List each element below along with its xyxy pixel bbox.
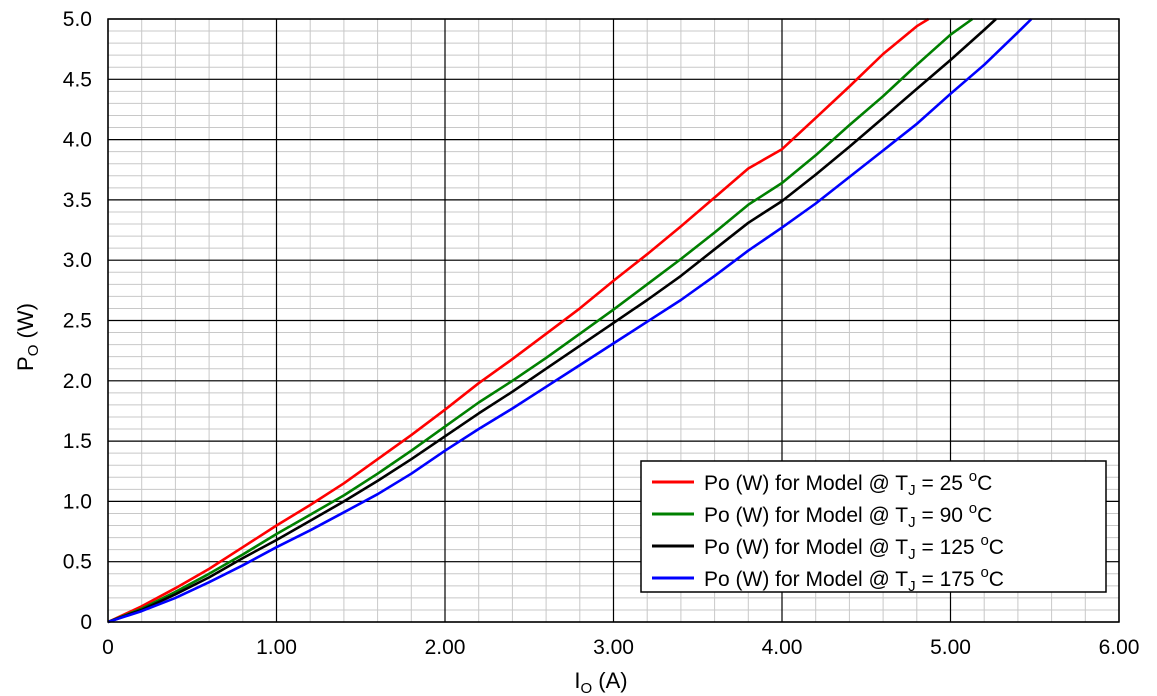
- legend-label: Po (W) for Model @ TJ = 90 oC: [704, 500, 992, 531]
- x-tick-label: 4.00: [762, 636, 803, 659]
- x-axis-ticks: 0 1.00 2.00 3.00 4.00 5.00 6.00: [102, 636, 1139, 659]
- y-axis-ticks: 0 0.5 1.0 1.5 2.0 2.5 3.0 3.5 4.0 4.5 5.0: [63, 8, 92, 634]
- legend-label: Po (W) for Model @ TJ = 175 oC: [704, 564, 1004, 595]
- y-axis-label-main: P: [13, 356, 38, 371]
- legend-item: Po (W) for Model @ TJ = 90 oC: [652, 500, 992, 531]
- y-tick-label: 3.5: [63, 189, 92, 212]
- legend-item: Po (W) for Model @ TJ = 25 oC: [652, 468, 992, 499]
- x-axis-label-rest: (A): [592, 668, 627, 693]
- y-tick-label: 5.0: [63, 8, 92, 31]
- x-tick-label: 2.00: [425, 636, 466, 659]
- legend-item: Po (W) for Model @ TJ = 175 oC: [652, 564, 1004, 595]
- x-axis-label-main: I: [574, 668, 580, 693]
- x-tick-label: 1.00: [256, 636, 297, 659]
- y-tick-label: 1.0: [63, 490, 92, 513]
- x-tick-label: 3.00: [593, 636, 634, 659]
- x-tick-label: 0: [102, 636, 114, 659]
- y-tick-label: 4.0: [63, 129, 92, 152]
- x-axis-label: IO (A): [574, 668, 627, 696]
- y-axis-label-rest: (W): [13, 303, 38, 345]
- x-tick-label: 5.00: [930, 636, 971, 659]
- y-tick-label: 4.5: [63, 68, 92, 91]
- series-line-1: [107, 17, 930, 624]
- plot-frame: [107, 18, 1120, 623]
- y-tick-label: 2.5: [63, 310, 92, 333]
- y-tick-label: 1.5: [63, 430, 92, 453]
- y-tick-label: 0: [80, 611, 92, 634]
- y-tick-label: 0.5: [63, 551, 92, 574]
- series-line-2: [107, 17, 974, 624]
- legend-label: Po (W) for Model @ TJ = 125 oC: [704, 532, 1004, 563]
- series-lines: [107, 17, 1033, 624]
- y-tick-label: 2.0: [63, 370, 92, 393]
- legend-item: Po (W) for Model @ TJ = 125 oC: [652, 532, 1004, 563]
- y-axis-label-sub: O: [25, 345, 42, 357]
- series-line-3: [107, 18, 997, 624]
- x-axis-label-sub: O: [581, 680, 593, 696]
- legend-label: Po (W) for Model @ TJ = 25 oC: [704, 468, 992, 499]
- x-tick-label: 6.00: [1099, 636, 1140, 659]
- series-line-4: [107, 18, 1033, 624]
- y-axis-label: PO (W): [13, 303, 42, 371]
- legend-box: [640, 460, 1107, 593]
- y-tick-label: 3.0: [63, 249, 92, 272]
